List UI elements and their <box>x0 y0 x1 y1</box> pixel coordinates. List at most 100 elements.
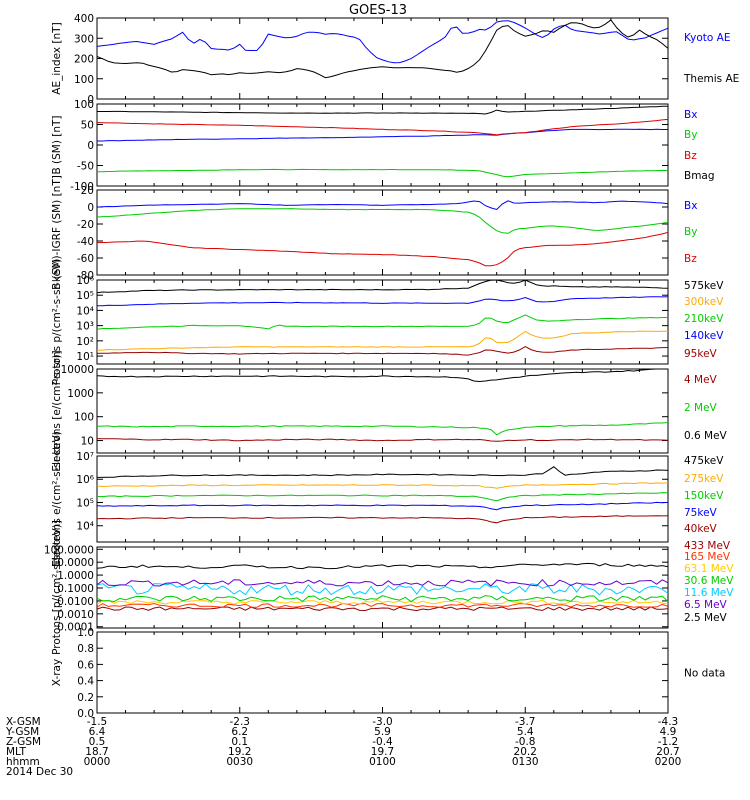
y-tick-label: 10⁶ <box>76 474 94 486</box>
ephemeris-value: 0030 <box>226 756 253 768</box>
legend-275kev: 275keV <box>684 473 724 485</box>
ephemeris-value: -3.0 <box>372 716 393 728</box>
ephemeris-value: 19.7 <box>371 746 394 758</box>
legend-75kev: 75keV <box>684 507 718 519</box>
y-tick-label: 0.0001 <box>57 622 94 634</box>
no-data-note: No data <box>684 668 725 680</box>
legend-150kev: 150keV <box>684 490 724 502</box>
panel-6: 10⁴ 10⁵ 10⁶ 10⁷ Electrons e/(cm²-s-sr-keV) 47… <box>51 431 724 567</box>
series-line-6-5-mev <box>96 578 669 587</box>
series-line-210kev <box>96 314 668 330</box>
ephemeris-value: 19.2 <box>228 746 251 758</box>
legend-433-mev: 433 MeV <box>684 540 731 552</box>
y-axis-label: AE_index [nT] <box>51 22 63 94</box>
legend-165-mev: 165 MeV <box>684 551 731 563</box>
panel-frame <box>96 546 669 629</box>
ephemeris-value: -3.7 <box>515 716 536 728</box>
y-tick-label: 10⁵ <box>76 290 94 302</box>
y-tick-label: 0.8 <box>77 643 94 655</box>
legend-6-5-mev: 6.5 MeV <box>684 599 728 611</box>
ephemeris-value: 20.7 <box>656 746 679 758</box>
y-tick-label: 100 <box>74 99 94 111</box>
legend-11-6-mev: 11.6 MeV <box>684 587 734 599</box>
y-axis-label: B (SM)-IGRF (SM) [nT] <box>51 175 63 290</box>
legend-kyoto-ae: Kyoto AE <box>684 32 730 44</box>
y-tick-label: 0.2 <box>77 692 94 704</box>
panel-1: 0 100 200 300 400 AE_index [nT] Kyoto AE Themis… <box>51 13 739 106</box>
legend-0-6-mev: 0.6 MeV <box>684 430 728 442</box>
ephemeris-value: 20.2 <box>514 746 537 758</box>
y-tick-label: 0 <box>87 94 94 106</box>
y-tick-label: 10.0000 <box>51 557 94 569</box>
y-axis-label: Protons [p/(cm²-s-sr-keV)] <box>51 520 63 655</box>
legend-30-6-mev: 30.6 MeV <box>684 575 734 587</box>
y-tick-label: 10⁷ <box>76 451 94 463</box>
y-tick-label: 10³ <box>76 321 94 333</box>
panel-8: 0.0 0.2 0.4 0.6 0.8 1.0 X-ray No data <box>51 627 725 720</box>
legend-by: By <box>684 226 697 238</box>
panel-frame <box>96 279 669 365</box>
legend-themis-ae: Themis AE <box>683 73 739 85</box>
ephemeris-value: -1.5 <box>87 716 108 728</box>
ephemeris-table: 2014 Dec 30 X-GSM -1.5 -2.3 -3.0 -3.7 -4.3 Y-G… <box>5 716 681 778</box>
series-line-bmag <box>97 105 668 115</box>
series-line-by <box>96 208 669 234</box>
ephemeris-label-hhmm: hhmm <box>6 756 40 768</box>
series-line-40kev <box>96 515 669 524</box>
y-tick-label: -40 <box>77 236 94 248</box>
y-axis-label: X-ray <box>51 659 63 686</box>
series-line-433-mev <box>96 606 669 612</box>
legend-bx: Bx <box>684 200 697 212</box>
series-line-475kev <box>97 466 669 478</box>
ephemeris-label-mlt: MLT <box>6 746 26 758</box>
ephemeris-value: 5.4 <box>517 726 534 738</box>
y-tick-label: 0.4 <box>77 676 94 688</box>
series-line-kyoto-ae <box>96 20 669 64</box>
ephemeris-date: 2014 Dec 30 <box>6 766 73 778</box>
y-axis-label: Electrons e/(cm²-s-sr-keV) <box>51 431 63 567</box>
ephemeris-value: 5.9 <box>374 726 391 738</box>
y-tick-label: 400 <box>74 13 94 25</box>
series-line-275kev <box>96 482 669 489</box>
y-tick-label: 10¹ <box>76 351 94 363</box>
y-tick-label: 10⁵ <box>76 497 94 509</box>
panel-frame <box>96 455 669 543</box>
y-tick-label: 10⁴ <box>76 305 94 317</box>
plot-title: GOES-13 <box>349 3 407 18</box>
panel-2: -100 -50 0 50 100 B (SM) [nT] Bx By Bz Bmag <box>51 99 715 193</box>
y-tick-label: 200 <box>74 54 94 66</box>
ephemeris-value: -0.8 <box>515 736 536 748</box>
legend-300kev: 300keV <box>684 296 724 308</box>
series-line-300kev <box>96 330 668 351</box>
y-tick-label: 0.0100 <box>57 596 94 608</box>
y-tick-label: -100 <box>70 181 94 193</box>
legend-by: By <box>684 129 697 141</box>
legend-140kev: 140keV <box>684 330 724 342</box>
series-line-11-6-mev <box>96 583 669 596</box>
y-tick-label: 0.6 <box>77 659 94 671</box>
legend-bz: Bz <box>684 150 697 162</box>
legend-bmag: Bmag <box>684 170 715 182</box>
y-tick-label: 10⁴ <box>76 521 94 533</box>
ephemeris-value: 0130 <box>512 756 539 768</box>
y-tick-label: 10000 <box>61 364 94 376</box>
y-tick-label: 10⁶ <box>76 275 94 287</box>
series-line-themis-ae <box>96 19 669 79</box>
y-tick-label: -60 <box>77 253 94 265</box>
ephemeris-label-x-gsm: X-GSM <box>6 716 41 728</box>
y-tick-label: 300 <box>74 33 94 45</box>
series-line-140kev <box>97 296 669 307</box>
ephemeris-value: 0.5 <box>89 736 106 748</box>
legend-2-5-mev: 2.5 MeV <box>684 612 728 624</box>
y-tick-label: -50 <box>77 161 94 173</box>
legend-210kev: 210keV <box>684 313 724 325</box>
ephemeris-value: -1.2 <box>658 736 679 748</box>
ephemeris-value: -2.3 <box>230 716 251 728</box>
y-tick-label: 100 <box>74 412 94 424</box>
series-line-bz <box>96 118 669 136</box>
legend-63-1-mev: 63.1 MeV <box>684 563 734 575</box>
y-tick-label: 100 <box>74 74 94 86</box>
panel-frame <box>96 17 669 100</box>
